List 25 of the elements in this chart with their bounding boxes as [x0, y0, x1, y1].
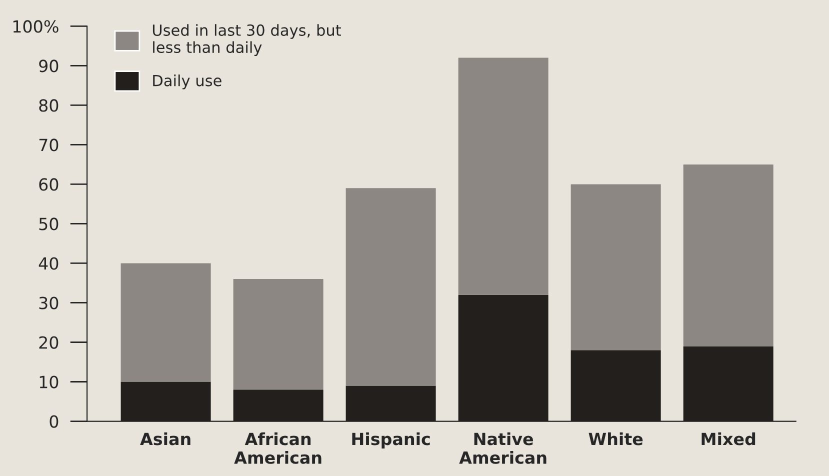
y-tick-label: 10 — [40, 376, 58, 388]
x-tick-label: Mixed — [702, 432, 756, 446]
y-tick-label: 100% — [13, 20, 58, 33]
legend-label: Used in last 30 days, but less than daily — [152, 24, 342, 56]
bar — [120, 263, 211, 382]
bar — [233, 279, 324, 390]
bar — [683, 164, 774, 346]
x-tick-label: Hispanic — [352, 432, 430, 448]
y-tick-label: 50 — [39, 218, 58, 230]
bar — [570, 184, 661, 350]
y-tick-label: 30 — [39, 296, 58, 310]
x-tick-label: White — [588, 432, 643, 446]
legend-label: Daily use — [153, 74, 222, 90]
y-tick-label: 70 — [39, 138, 58, 152]
y-tick-label: 60 — [39, 178, 58, 191]
bar — [346, 188, 436, 386]
x-tick-label: Asian — [140, 432, 190, 446]
bar — [458, 58, 548, 295]
y-tick-label: 90 — [39, 60, 58, 72]
y-tick-label: 0 — [50, 415, 58, 428]
x-tick-label: African American — [234, 432, 322, 464]
y-tick-label: 20 — [39, 336, 58, 349]
y-tick-label: 40 — [38, 257, 58, 270]
x-tick-label: Native American — [459, 432, 546, 464]
y-tick-label: 80 — [39, 99, 58, 112]
